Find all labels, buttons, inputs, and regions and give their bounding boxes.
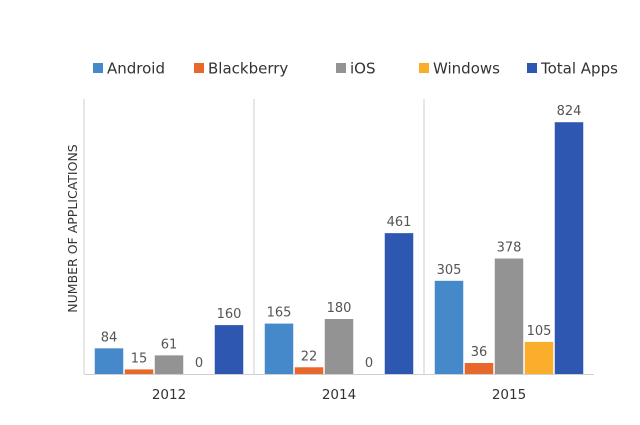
data-label-total-apps-2012: 160 (217, 307, 242, 322)
legend: Android Blackberry iOS Windows Total Apps (93, 60, 618, 78)
data-label-blackberry-2014: 22 (301, 349, 318, 364)
bar-android-2014 (264, 323, 294, 374)
legend-swatch-blackberry (194, 63, 204, 73)
bar-ios-2015 (494, 258, 524, 374)
bar-group-2015: 305 36 378 105 824 (434, 104, 584, 374)
data-label-windows-2015: 105 (527, 324, 552, 339)
data-label-ios-2012: 61 (161, 337, 178, 352)
legend-item-ios: iOS (336, 60, 376, 78)
axes: NUMBER OF APPLICATIONS 2012 2014 2015 (65, 99, 594, 403)
legend-label-ios: iOS (350, 60, 376, 78)
x-tick-label: 2014 (322, 387, 356, 403)
legend-swatch-android (93, 63, 103, 73)
legend-item-blackberry: Blackberry (194, 60, 288, 78)
bar-total-apps-2012 (214, 325, 244, 374)
bar-blackberry-2014 (294, 367, 324, 374)
x-tick-label: 2012 (152, 387, 186, 403)
bar-total-apps-2014 (384, 233, 414, 374)
bar-android-2012 (94, 348, 124, 374)
legend-label-windows: Windows (433, 60, 500, 78)
bar-total-apps-2015 (554, 122, 584, 374)
data-label-total-apps-2014: 461 (387, 215, 412, 230)
bar-windows-2015 (524, 341, 554, 374)
legend-item-total-apps: Total Apps (527, 60, 618, 78)
data-label-android-2015: 305 (437, 263, 462, 278)
data-label-blackberry-2012: 15 (131, 351, 148, 366)
legend-label-blackberry: Blackberry (208, 60, 288, 78)
bar-group-2012: 84 15 61 0 160 (94, 307, 244, 374)
legend-swatch-windows (419, 63, 429, 73)
data-label-android-2014: 165 (267, 306, 292, 321)
legend-swatch-ios (336, 63, 346, 73)
legend-swatch-total-apps (527, 63, 537, 73)
legend-label-total-apps: Total Apps (540, 60, 618, 78)
data-label-ios-2014: 180 (327, 301, 352, 316)
bar-android-2015 (434, 280, 464, 374)
bar-ios-2012 (154, 355, 184, 374)
data-label-total-apps-2015: 824 (557, 104, 582, 119)
bar-blackberry-2012 (124, 369, 154, 374)
y-axis-title: NUMBER OF APPLICATIONS (65, 144, 80, 313)
bar-blackberry-2015 (464, 363, 494, 374)
bar-group-2014: 165 22 180 0 461 (264, 215, 414, 374)
data-label-ios-2015: 378 (497, 241, 522, 256)
x-tick-label: 2015 (492, 387, 526, 403)
legend-item-windows: Windows (419, 60, 500, 78)
bar-ios-2014 (324, 319, 354, 374)
legend-item-android: Android (93, 60, 165, 78)
data-label-blackberry-2015: 36 (471, 345, 488, 360)
data-label-windows-2014: 0 (365, 356, 373, 371)
legend-label-android: Android (107, 60, 165, 78)
plot-area: 84 15 61 0 160 165 22 180 0 461 305 36 378 105 824 (94, 104, 584, 374)
data-label-android-2012: 84 (101, 330, 118, 345)
data-label-windows-2012: 0 (195, 356, 203, 371)
